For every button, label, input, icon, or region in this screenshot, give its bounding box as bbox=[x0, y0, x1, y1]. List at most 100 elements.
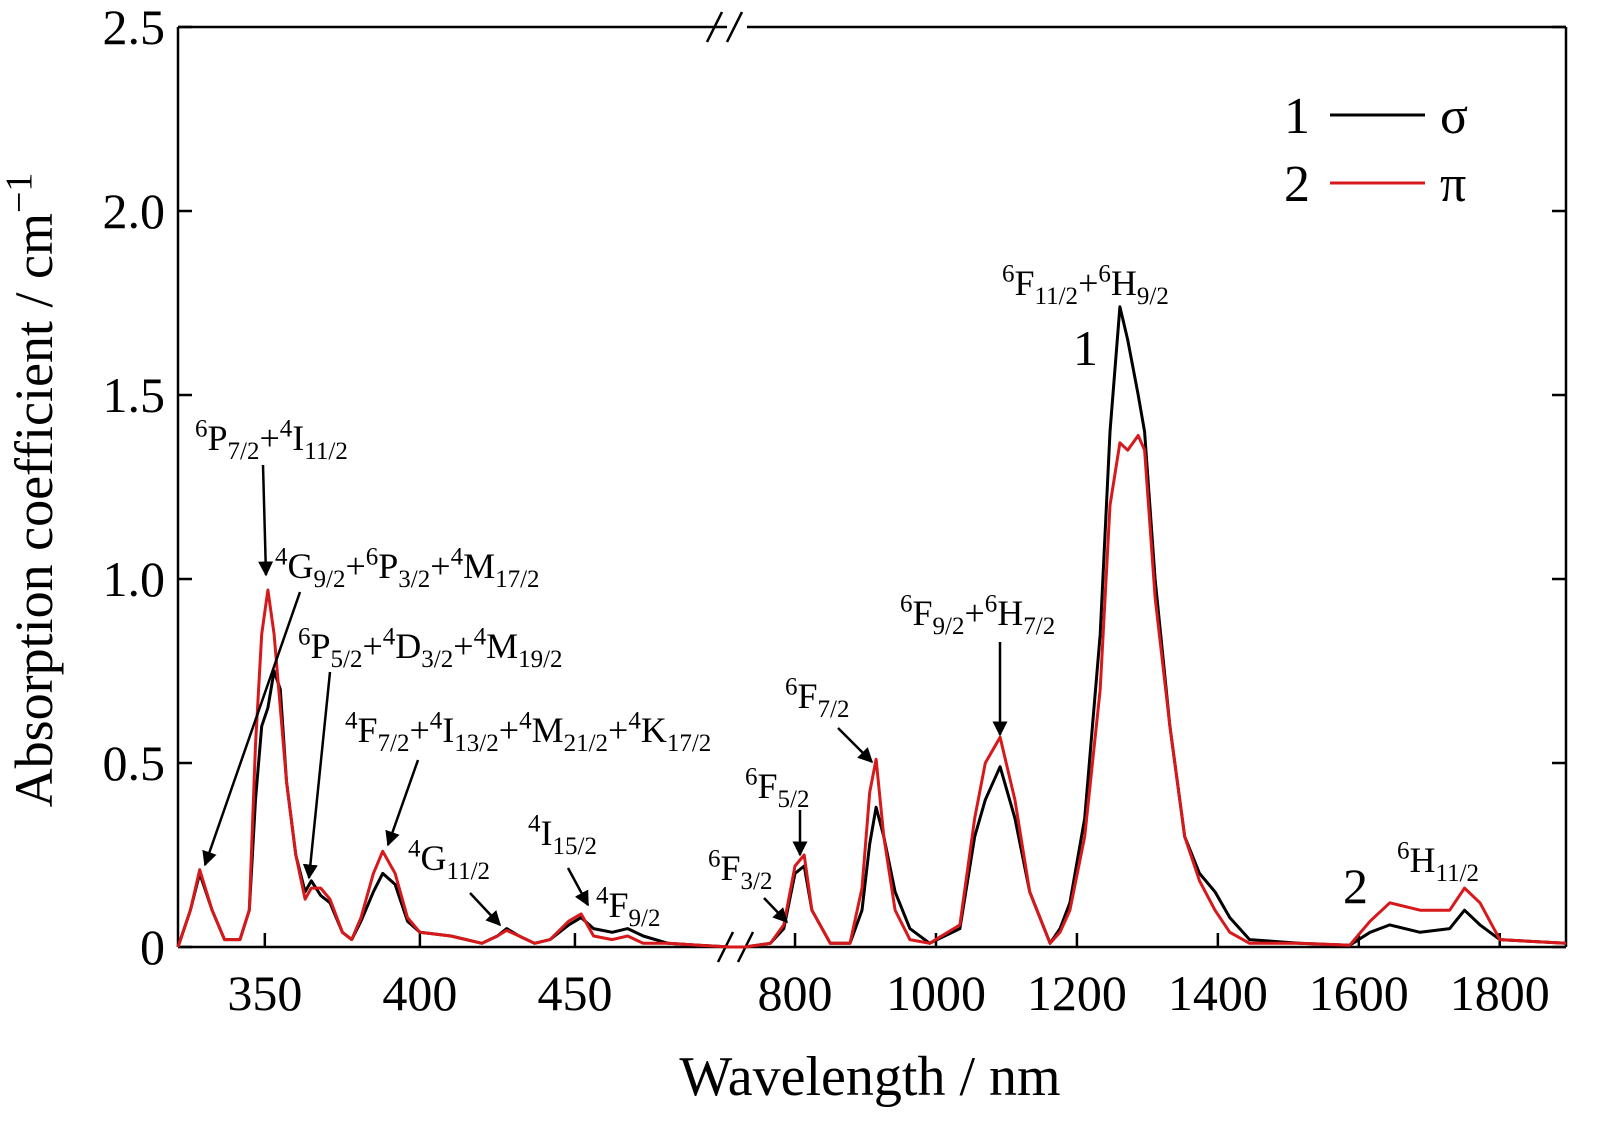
subscript: 15/2 bbox=[553, 833, 597, 860]
superscript: 6 bbox=[366, 543, 379, 570]
x-tick-label: 350 bbox=[227, 965, 302, 1021]
superscript: 4 bbox=[528, 810, 541, 837]
superscript: 4 bbox=[628, 707, 641, 734]
label-text: I bbox=[442, 710, 454, 750]
label-text: H bbox=[1111, 263, 1137, 303]
subscript: 17/2 bbox=[667, 730, 711, 757]
superscript: 4 bbox=[345, 707, 358, 734]
annotation: 4G9/2+6P3/2+4M17/2 bbox=[275, 543, 540, 593]
subscript: 9/2 bbox=[933, 613, 965, 640]
annotation-arrow bbox=[469, 892, 502, 927]
subscript: 11/2 bbox=[447, 858, 491, 885]
superscript: 6 bbox=[900, 590, 913, 617]
y-tick-label: 1.0 bbox=[103, 551, 166, 607]
annotation-arrow bbox=[258, 464, 274, 577]
curve-label: 2 bbox=[1343, 858, 1368, 914]
annotation: 4I15/2 bbox=[528, 810, 597, 860]
label-text: F bbox=[609, 885, 629, 925]
x-tick-label: 1800 bbox=[1450, 965, 1550, 1021]
subscript: 5/2 bbox=[331, 646, 363, 673]
superscript: 4 bbox=[408, 835, 421, 862]
subscript: 7/2 bbox=[228, 438, 260, 465]
subscript: 7/2 bbox=[378, 730, 410, 757]
label-text: G bbox=[288, 546, 314, 586]
subscript: 11/2 bbox=[1436, 860, 1480, 887]
label-text: F bbox=[721, 848, 741, 888]
y-axis-title: Absorption coefficient / cm−1 bbox=[0, 173, 64, 808]
subscript: 3/2 bbox=[421, 646, 453, 673]
x-tick-label: 450 bbox=[537, 965, 612, 1021]
annotation: 6F11/2+6H9/2 bbox=[1002, 260, 1169, 310]
subscript: 3/2 bbox=[398, 566, 430, 593]
label-text: H bbox=[997, 593, 1023, 633]
label-text: Absorption coefficient / cm bbox=[4, 213, 64, 807]
label-text: H bbox=[1410, 840, 1436, 880]
subscript: 9/2 bbox=[629, 905, 661, 932]
annotation: 6F3/2 bbox=[708, 845, 772, 895]
superscript: 4 bbox=[275, 543, 288, 570]
label-text: K bbox=[641, 710, 667, 750]
x-tick-label: 400 bbox=[382, 965, 457, 1021]
annotation: 6F9/2+6H7/2 bbox=[900, 590, 1055, 640]
legend-name: π bbox=[1440, 156, 1466, 213]
label-text: M bbox=[463, 546, 495, 586]
label-text: + bbox=[608, 710, 628, 750]
subscript: 7/2 bbox=[1023, 613, 1055, 640]
superscript: 4 bbox=[596, 882, 609, 909]
superscript: 6 bbox=[1397, 837, 1410, 864]
annotation-arrow bbox=[302, 671, 332, 880]
label-text: P bbox=[378, 546, 398, 586]
subscript: 7/2 bbox=[818, 696, 850, 723]
data-line bbox=[176, 434, 1567, 949]
label-text: P bbox=[208, 418, 228, 458]
annotation: 6P7/2+4I11/2 bbox=[195, 415, 348, 465]
label-text: F bbox=[913, 593, 933, 633]
label-text: + bbox=[453, 626, 473, 666]
y-tick-label: 2.0 bbox=[103, 183, 166, 239]
superscript: 6 bbox=[785, 673, 798, 700]
curve-label: 1 bbox=[1073, 320, 1098, 376]
label-text: + bbox=[259, 418, 279, 458]
x-tick-label: 1200 bbox=[1027, 965, 1127, 1021]
subscript: 11/2 bbox=[304, 438, 348, 465]
label-text: F bbox=[1015, 263, 1035, 303]
label-text: + bbox=[964, 593, 984, 633]
subscript: 21/2 bbox=[564, 730, 608, 757]
superscript: 4 bbox=[383, 623, 396, 650]
label-text: + bbox=[1078, 263, 1098, 303]
annotation: 6F7/2 bbox=[785, 673, 849, 723]
annotation-arrow bbox=[566, 867, 590, 907]
label-text: D bbox=[395, 626, 421, 666]
annotation: 4F9/2 bbox=[596, 882, 660, 932]
superscript: 4 bbox=[451, 543, 464, 570]
label-text: I bbox=[292, 418, 304, 458]
annotation-arrow bbox=[763, 897, 789, 924]
annotation-arrow bbox=[202, 591, 302, 867]
plot-frame bbox=[176, 11, 1568, 963]
label-text: + bbox=[430, 546, 450, 586]
x-axis-title: Wavelength / nm bbox=[679, 1046, 1060, 1108]
superscript: 6 bbox=[298, 623, 311, 650]
legend-label: 1 bbox=[1284, 88, 1310, 145]
y-tick-label: 0.5 bbox=[103, 735, 166, 791]
annotation: 6P5/2+4D3/2+4M19/2 bbox=[298, 623, 563, 673]
label-text: + bbox=[345, 546, 365, 586]
annotation: 4F7/2+4I13/2+4M21/2+4K17/2 bbox=[345, 707, 711, 757]
label-text: + bbox=[409, 710, 429, 750]
subscript: 19/2 bbox=[518, 646, 562, 673]
superscript: 6 bbox=[1098, 260, 1111, 287]
annotation: 6H11/2 bbox=[1397, 837, 1479, 887]
annotation-arrow bbox=[837, 727, 874, 764]
x-tick-label: 1600 bbox=[1309, 965, 1409, 1021]
superscript: 4 bbox=[430, 707, 443, 734]
label-text: G bbox=[421, 838, 447, 878]
subscript: 17/2 bbox=[495, 566, 539, 593]
label-text: + bbox=[499, 710, 519, 750]
y-tick-label: 2.5 bbox=[103, 0, 166, 55]
superscript: 6 bbox=[195, 415, 208, 442]
subscript: 9/2 bbox=[1137, 283, 1169, 310]
superscript: 6 bbox=[708, 845, 721, 872]
subscript: 3/2 bbox=[741, 868, 773, 895]
label-text: + bbox=[362, 626, 382, 666]
